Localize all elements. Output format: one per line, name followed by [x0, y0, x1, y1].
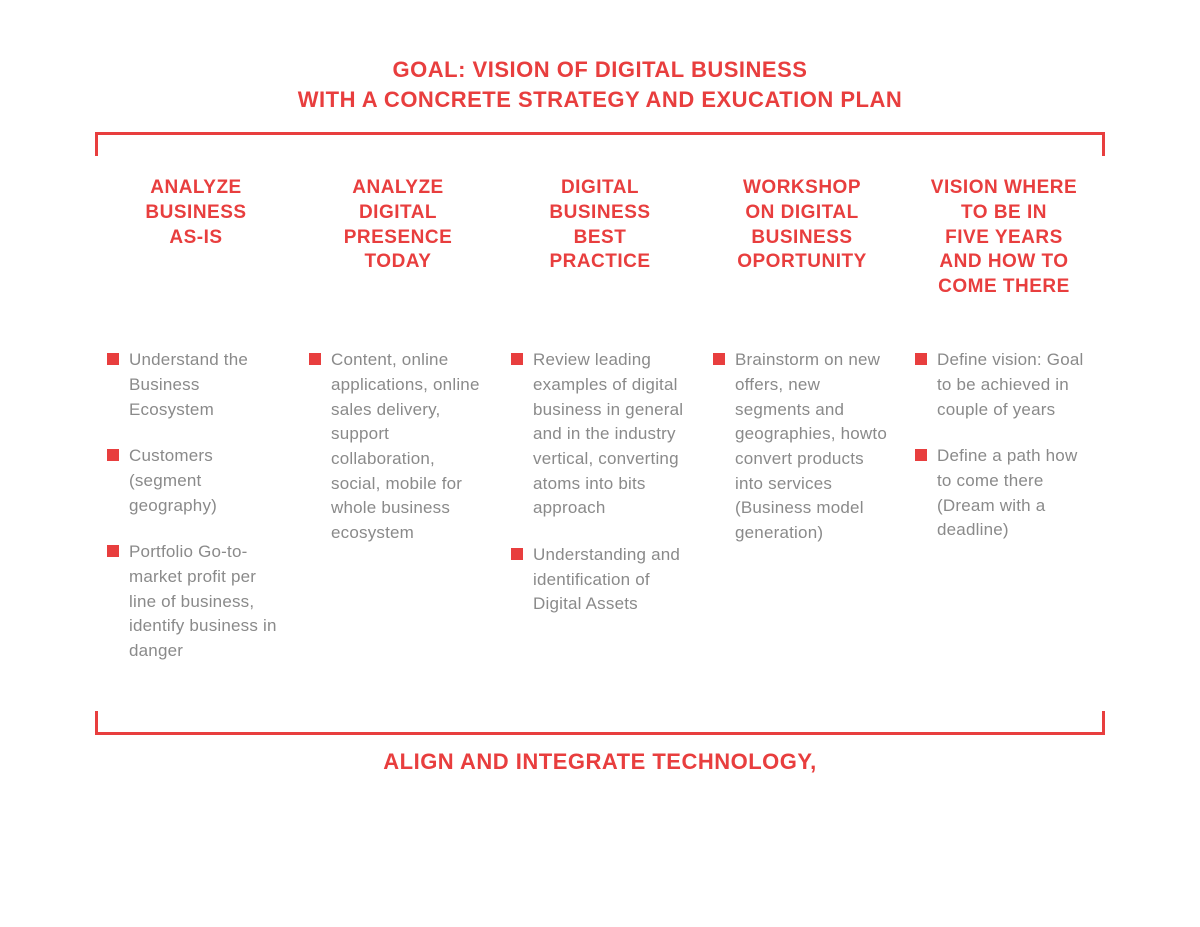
- list-item: Content, online applications, online sal…: [307, 348, 489, 545]
- list-item: Review leading examples of digital busin…: [509, 348, 691, 520]
- bottom-bracket: [95, 711, 1105, 735]
- column-1-bullets: Understand the Business Ecosystem Custom…: [105, 348, 287, 663]
- column-3-bullets: Review leading examples of digital busin…: [509, 348, 691, 616]
- top-bracket: [95, 132, 1105, 156]
- footer-text: ALIGN AND INTEGRATE TECHNOLOGY,: [95, 749, 1105, 775]
- column-2: ANALYZE DIGITAL PRESENCE TODAY Content, …: [307, 176, 489, 685]
- column-5: VISION WHERE TO BE IN FIVE YEARS AND HOW…: [913, 176, 1095, 685]
- list-item: Brainstorm on new offers, new segments a…: [711, 348, 893, 545]
- column-3-header: DIGITAL BUSINESS BEST PRACTICE: [509, 176, 691, 336]
- list-item: Customers (segment geography): [105, 444, 287, 518]
- column-1: ANALYZE BUSINESS AS-IS Understand the Bu…: [105, 176, 287, 685]
- column-3: DIGITAL BUSINESS BEST PRACTICE Review le…: [509, 176, 691, 685]
- list-item: Understand the Business Ecosystem: [105, 348, 287, 422]
- column-1-header: ANALYZE BUSINESS AS-IS: [105, 176, 287, 336]
- columns-container: ANALYZE BUSINESS AS-IS Understand the Bu…: [95, 176, 1105, 701]
- list-item: Define vision: Goal to be achieved in co…: [913, 348, 1095, 422]
- title-line-1: GOAL: VISION OF DIGITAL BUSINESS: [95, 55, 1105, 85]
- title-block: GOAL: VISION OF DIGITAL BUSINESS WITH A …: [95, 55, 1105, 114]
- column-4-bullets: Brainstorm on new offers, new segments a…: [711, 348, 893, 545]
- list-item: Define a path how to come there (Dream w…: [913, 444, 1095, 543]
- list-item: Understanding and identification of Digi…: [509, 543, 691, 617]
- column-2-header: ANALYZE DIGITAL PRESENCE TODAY: [307, 176, 489, 336]
- column-4-header: WORKSHOP ON DIGITAL BUSINESS OPORTUNITY: [711, 176, 893, 336]
- list-item: Portfolio Go-to-market profit per line o…: [105, 540, 287, 663]
- column-5-bullets: Define vision: Goal to be achieved in co…: [913, 348, 1095, 542]
- column-4: WORKSHOP ON DIGITAL BUSINESS OPORTUNITY …: [711, 176, 893, 685]
- infographic-canvas: GOAL: VISION OF DIGITAL BUSINESS WITH A …: [0, 0, 1200, 927]
- title-line-2: WITH A CONCRETE STRATEGY AND EXUCATION P…: [95, 85, 1105, 115]
- column-5-header: VISION WHERE TO BE IN FIVE YEARS AND HOW…: [913, 176, 1095, 336]
- column-2-bullets: Content, online applications, online sal…: [307, 348, 489, 545]
